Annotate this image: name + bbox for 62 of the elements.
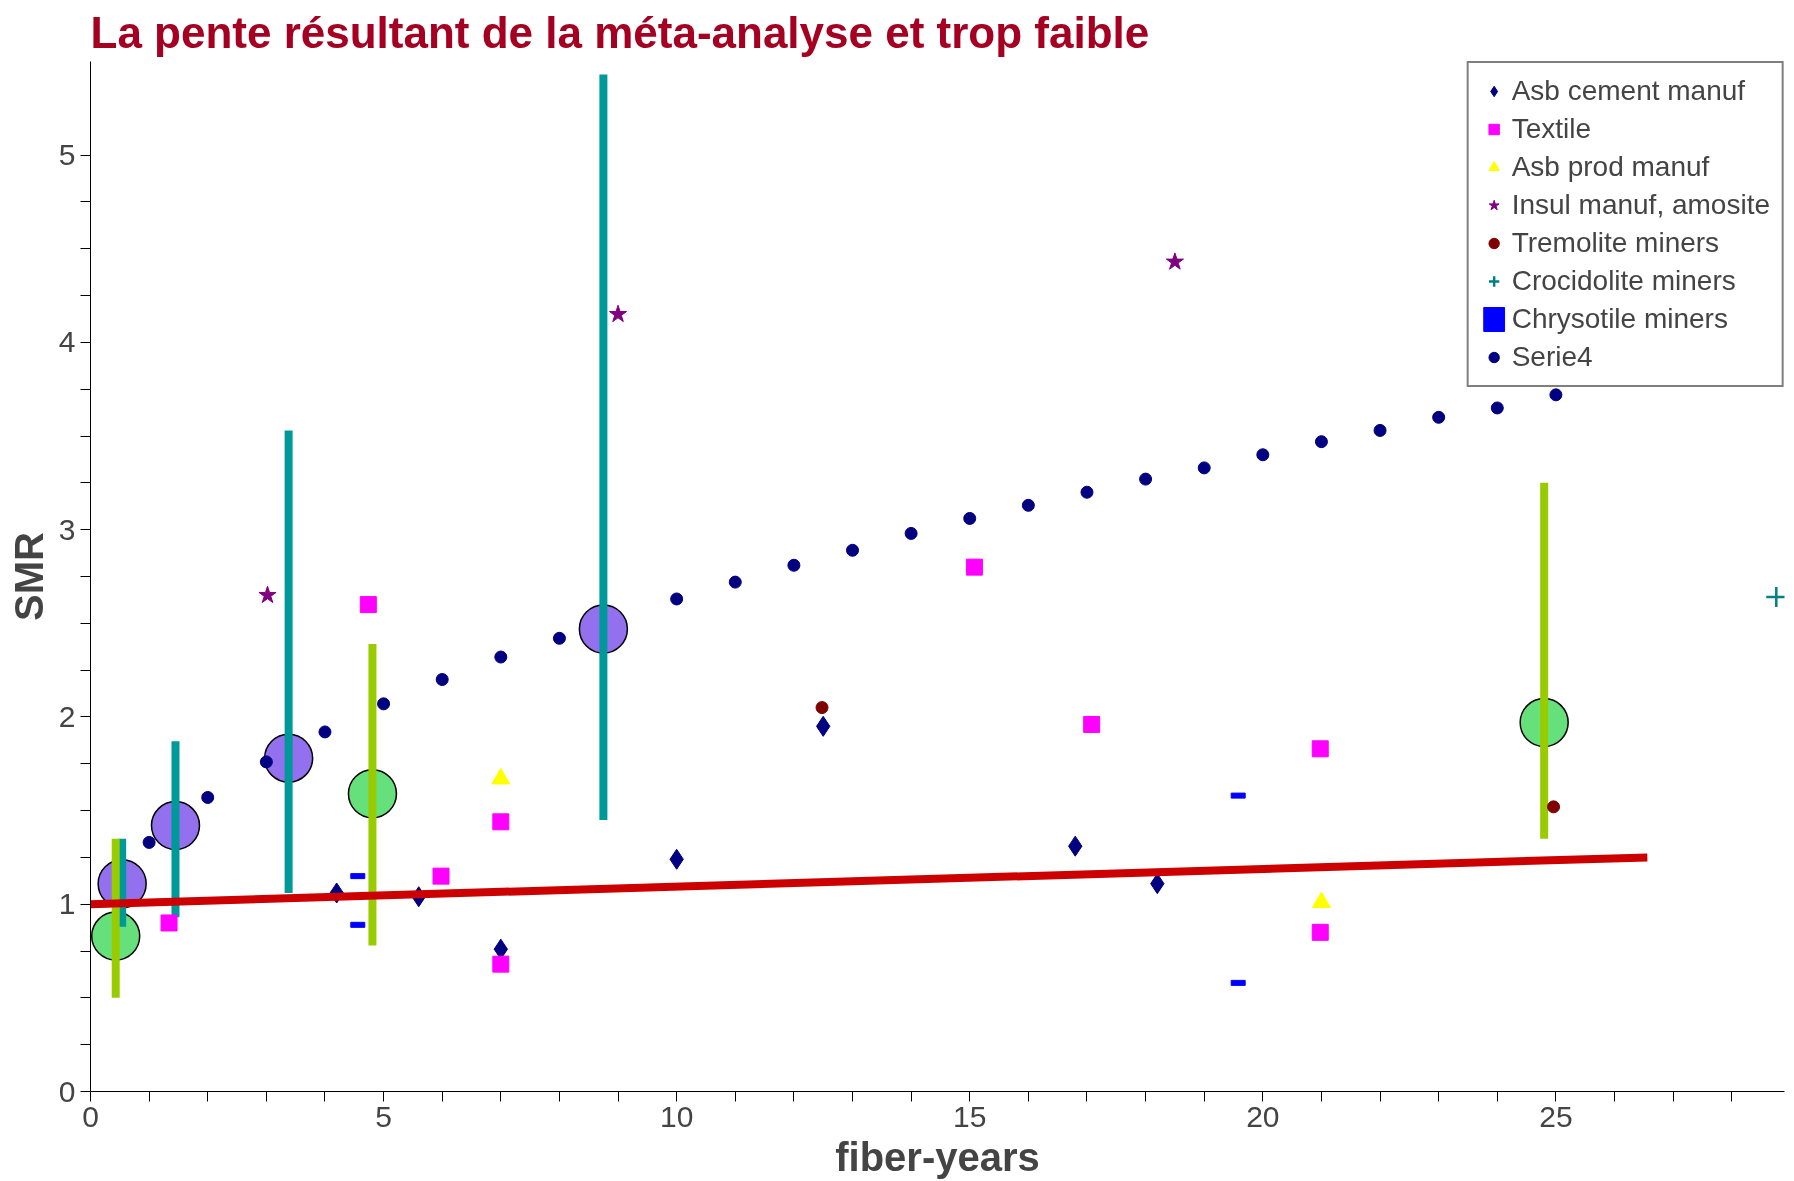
x-tick-label: 20: [1246, 1099, 1280, 1133]
point: [258, 585, 277, 604]
point: [1165, 252, 1184, 270]
point: [965, 558, 983, 576]
point: [1549, 388, 1563, 402]
legend-label: Asb cement manuf: [1511, 75, 1746, 107]
legend-label: Chrysotile miners: [1511, 303, 1728, 335]
x-axis-title: fiber-years: [835, 1134, 1040, 1179]
point: [201, 790, 215, 804]
x-tick-label: 25: [1539, 1099, 1573, 1133]
point: [1373, 423, 1387, 437]
point: [1311, 923, 1329, 941]
point: [904, 526, 918, 540]
point: [1021, 498, 1035, 512]
point: [377, 697, 391, 711]
point: [1139, 472, 1153, 486]
point: [963, 511, 977, 525]
point: [728, 575, 742, 589]
point: [608, 304, 628, 323]
x-tick-label: 5: [375, 1099, 392, 1133]
y-tick-label: 4: [58, 325, 76, 359]
y-tick-label: 3: [58, 512, 76, 546]
point: [787, 558, 801, 572]
point: [1083, 715, 1101, 733]
point: [1256, 448, 1270, 462]
x-tick-label: 10: [659, 1099, 694, 1133]
x-tick-label: 0: [82, 1099, 99, 1133]
point: [1314, 435, 1328, 449]
point: [846, 543, 860, 557]
point: [142, 835, 156, 849]
point: [160, 914, 178, 932]
point: [492, 813, 510, 831]
point: [259, 755, 273, 769]
point: [1080, 485, 1094, 499]
legend-label: Asb prod manuf: [1511, 151, 1710, 183]
point: [318, 725, 332, 739]
point: [552, 631, 566, 645]
x-tick-label: 15: [953, 1099, 987, 1133]
point: [492, 955, 510, 973]
point: [1197, 461, 1211, 475]
chart-title: La pente résultant de la méta-analyse et trop faible: [90, 7, 1150, 57]
y-tick-label: 0: [58, 1074, 76, 1108]
point: [435, 673, 449, 686]
point: [815, 701, 829, 715]
point: [494, 650, 508, 664]
legend-label: Tremolite miners: [1511, 227, 1720, 259]
point: [1490, 401, 1504, 415]
y-tick-label: 1: [58, 887, 76, 921]
point: [1311, 740, 1329, 758]
y-tick-label: 2: [58, 699, 76, 733]
point: [359, 596, 377, 614]
point: [1765, 585, 1785, 609]
y-axis-title: SMR: [6, 531, 51, 621]
point: [1547, 800, 1561, 814]
point: [670, 592, 684, 606]
point: [432, 867, 450, 885]
legend-label: Serie4: [1511, 341, 1593, 373]
y-tick-label: 5: [58, 138, 76, 172]
point: [1432, 410, 1446, 424]
legend-label: Textile: [1511, 113, 1592, 145]
legend-label: Insul manuf, amosite: [1511, 189, 1770, 221]
legend-label: Crocidolite miners: [1511, 265, 1736, 297]
